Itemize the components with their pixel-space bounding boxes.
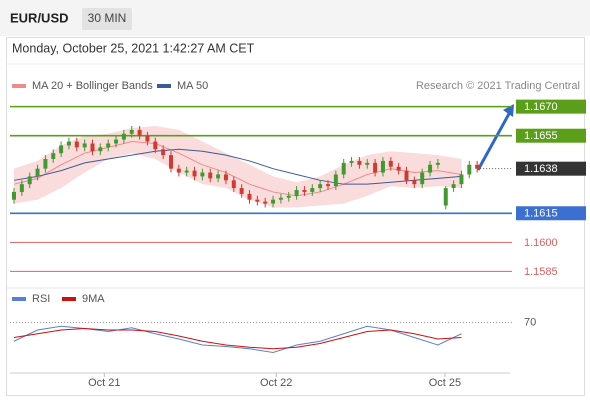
candle-body — [349, 160, 354, 163]
level-box — [516, 128, 586, 143]
ma-line — [13, 141, 462, 197]
candle-body — [176, 168, 181, 173]
candle-body — [428, 164, 433, 173]
y-tick-label: 70 — [524, 316, 536, 328]
candle-body — [19, 184, 24, 192]
level-label: 1.1670 — [524, 101, 558, 113]
x-tick-label: Oct 22 — [260, 377, 292, 389]
candle-body — [357, 160, 362, 165]
symbol: EUR/USD — [10, 10, 69, 25]
candle-body — [43, 158, 48, 169]
legend-label: 9MA — [82, 293, 105, 305]
candle-body — [412, 180, 417, 185]
candle-body — [106, 143, 111, 148]
candle-body — [145, 135, 150, 142]
candle-body — [169, 155, 173, 169]
candle-body — [121, 133, 126, 140]
interval-box — [82, 8, 132, 30]
legend-swatch — [62, 297, 76, 301]
level-label: 1.1638 — [524, 163, 558, 175]
candle-body — [365, 162, 370, 165]
candle-body — [475, 164, 480, 169]
candle-body — [82, 143, 87, 148]
legend-label: MA 20 + Bollinger Bands — [32, 80, 153, 92]
candle-body — [380, 160, 385, 173]
candle-body — [129, 129, 134, 134]
level-label: 1.1585 — [524, 266, 558, 278]
level-box — [516, 99, 586, 114]
candle-body — [294, 190, 299, 196]
candle-body — [27, 176, 32, 185]
legend-label: MA 50 — [177, 80, 208, 92]
candle-body — [200, 172, 205, 177]
candle-body — [396, 166, 401, 171]
candle-body — [66, 141, 71, 146]
candle-body — [271, 199, 276, 204]
level-box — [516, 206, 586, 221]
ma-line — [13, 148, 462, 185]
candle-body — [388, 160, 393, 167]
candle-body — [420, 172, 425, 185]
candle-body — [223, 174, 228, 181]
legend-swatch — [12, 84, 26, 88]
candle-body — [35, 168, 40, 177]
level-label: 1.1655 — [524, 130, 558, 142]
credit: Research © 2021 Trading Central — [416, 80, 580, 92]
candle-body — [341, 162, 346, 175]
candle-body — [247, 193, 252, 200]
candle-body — [333, 174, 338, 187]
candle-body — [404, 170, 409, 181]
candle-body — [208, 172, 213, 179]
level-label: 1.1615 — [524, 208, 558, 220]
legend-label: RSI — [32, 293, 50, 305]
interval: 30 MIN — [88, 11, 127, 25]
legend-swatch — [157, 84, 171, 88]
candle-body — [467, 164, 472, 175]
candle-body — [451, 184, 456, 189]
date: Monday, October 25, 2021 1:42:27 AM CET — [12, 41, 255, 55]
x-tick-label: Oct 25 — [429, 377, 461, 389]
candle-body — [90, 143, 95, 152]
candle-body — [114, 139, 119, 144]
candle-body — [373, 162, 378, 173]
candle-body — [51, 153, 56, 159]
candle-body — [435, 162, 440, 165]
bollinger-band — [14, 126, 462, 208]
candle-body — [318, 184, 323, 189]
candle-body — [153, 141, 158, 150]
candle-body — [326, 184, 330, 187]
candle-body — [278, 197, 283, 200]
candle-body — [192, 170, 197, 177]
candle-body — [137, 129, 142, 136]
x-tick-label: Oct 21 — [88, 377, 120, 389]
candle-body — [302, 190, 307, 192]
candle-body — [12, 191, 16, 200]
candle-body — [459, 174, 464, 185]
candle-body — [74, 141, 79, 148]
rsi-line — [13, 327, 462, 350]
legend-swatch — [12, 297, 26, 301]
candle-body — [255, 199, 260, 202]
arrow — [476, 111, 512, 171]
candle-body — [239, 188, 244, 194]
candle-body — [443, 188, 448, 206]
candle-body — [98, 147, 103, 152]
level-label: 1.1600 — [524, 237, 558, 249]
candle-body — [310, 188, 315, 192]
candle-body — [184, 170, 189, 173]
candle-body — [216, 174, 221, 179]
level-box — [516, 161, 586, 176]
candle-body — [161, 149, 166, 156]
candle-body — [286, 195, 291, 198]
candle-body — [59, 145, 64, 154]
candle-body — [231, 180, 236, 189]
candle-body — [263, 201, 268, 204]
